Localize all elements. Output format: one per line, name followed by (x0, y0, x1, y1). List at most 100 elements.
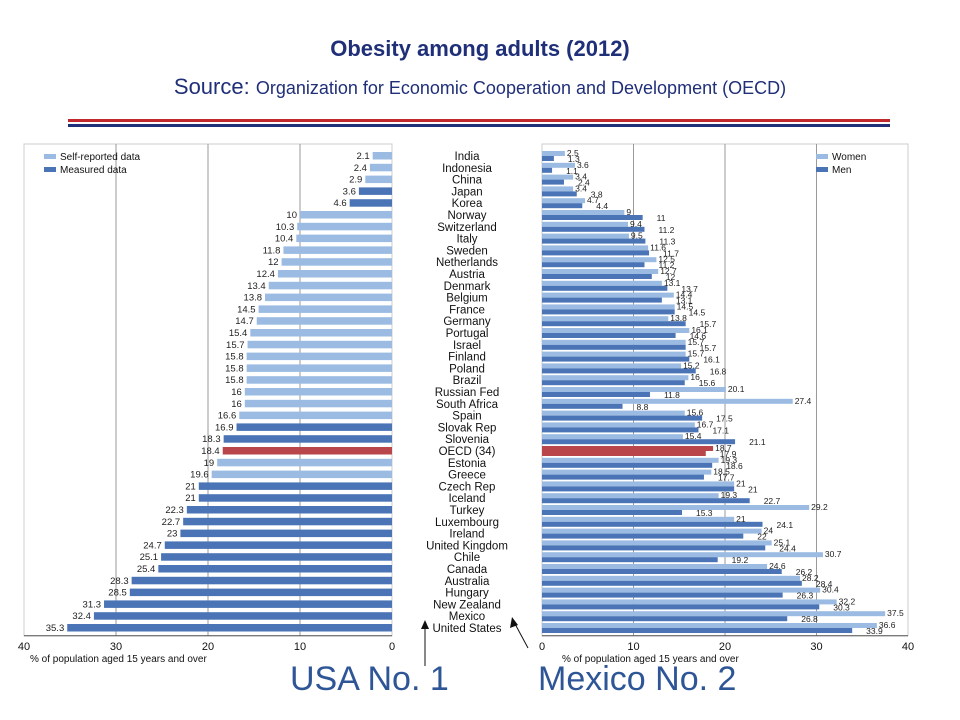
women-bar (542, 269, 659, 274)
women-bar (542, 375, 689, 381)
women-bar-label: 21 (736, 514, 746, 524)
country-label: Slovak Rep (438, 422, 497, 434)
left-bar (93, 612, 393, 620)
slide-subtitle: Source: Organization for Economic Cooper… (0, 74, 960, 100)
men-bar-label: 17.9 (720, 449, 737, 459)
women-bar (542, 410, 685, 416)
men-bar (542, 274, 652, 279)
women-bar-label: 15.2 (683, 360, 700, 370)
title-rule-red (68, 119, 890, 122)
left-bar-label: 15.7 (226, 340, 245, 351)
country-label: Slovenia (445, 434, 490, 446)
women-bar-label: 9.4 (630, 219, 642, 229)
men-bar-label: 21 (748, 484, 758, 494)
country-label: China (452, 175, 483, 187)
men-bar-label: 15.7 (700, 319, 717, 329)
men-bar (542, 557, 718, 563)
left-bar (349, 199, 392, 207)
men-bar (542, 191, 577, 197)
women-bar-label: 29.2 (811, 502, 828, 512)
men-bar-label: 11 (657, 213, 666, 223)
left-bar (180, 529, 392, 538)
left-bar-label: 15.4 (229, 328, 248, 339)
left-bar (198, 482, 392, 490)
slide-title: Obesity among adults (2012) (330, 36, 630, 61)
left-bar-label: 16 (231, 387, 242, 398)
legend-label-measured: Measured data (60, 165, 127, 176)
men-bar-label: 1.3 (568, 154, 580, 164)
women-bar (542, 316, 669, 322)
women-bar-label: 25.1 (774, 537, 791, 547)
left-bar-label: 16.6 (218, 411, 237, 422)
men-bar (542, 333, 676, 338)
subtitle-text: Organization for Economic Cooperation an… (255, 78, 787, 98)
women-bar-label: 14.4 (676, 290, 693, 300)
country-label: OECD (34) (439, 446, 496, 458)
left-bar-label: 18.4 (201, 446, 220, 457)
left-bar-label: 22.3 (165, 505, 184, 516)
legend-swatch-measured (44, 167, 56, 172)
men-bar (542, 510, 682, 515)
women-bar-label: 21 (736, 478, 746, 488)
subtitle-prefix: Source: (173, 74, 256, 99)
country-label: Portugal (446, 328, 489, 340)
left-bar-label: 10.3 (276, 222, 295, 233)
left-bar-label: 22.7 (162, 517, 181, 528)
women-bar (542, 186, 574, 192)
women-bar (542, 422, 695, 428)
left-bar (246, 352, 392, 361)
left-bar-label: 18.3 (202, 434, 221, 445)
country-label: Estonia (448, 458, 487, 470)
men-bar-label: 4.4 (596, 201, 608, 211)
women-bar (542, 198, 586, 204)
left-bar (246, 376, 392, 384)
left-bar-label: 25.4 (137, 564, 156, 575)
men-bar-label: 13.1 (676, 296, 693, 306)
women-bar (542, 505, 810, 510)
left-bar-label: 28.5 (108, 588, 127, 599)
men-bar-label: 15.6 (699, 378, 716, 388)
country-label: Australia (445, 576, 490, 588)
left-bar-label: 15.8 (225, 352, 244, 363)
women-bar-label: 32.2 (839, 596, 856, 606)
country-label: Austria (449, 269, 485, 281)
women-bar (542, 304, 675, 310)
country-label: Ireland (449, 529, 484, 541)
left-bar-label: 15.8 (225, 375, 244, 386)
country-label: Germany (443, 316, 491, 328)
women-bar-label: 4.7 (587, 195, 599, 205)
callout-mexico: Mexico No. 2 (538, 660, 737, 698)
left-bar-label: 13.4 (247, 281, 266, 292)
country-label: United States (432, 623, 501, 635)
men-bar (542, 604, 820, 610)
men-bar-label: 11.8 (664, 390, 680, 400)
women-bar-label: 18.5 (713, 467, 730, 477)
callout-usa-arrowhead (421, 620, 429, 629)
women-bar-label: 9 (626, 207, 631, 217)
left-bar-label: 2.9 (349, 175, 362, 186)
title-rule-blue (68, 124, 890, 127)
right-x-tick: 10 (627, 641, 639, 653)
women-bar (542, 398, 793, 404)
left-bar-label: 32.4 (72, 611, 91, 622)
left-bar-label: 10.4 (275, 234, 294, 245)
women-bar-label: 14.5 (677, 301, 694, 311)
men-bar-label: 13.7 (681, 284, 698, 294)
women-bar (542, 528, 762, 534)
left-bar (67, 624, 393, 632)
left-x-tick: 0 (389, 641, 395, 653)
women-bar-label: 3.4 (575, 183, 587, 193)
men-bar (542, 415, 703, 421)
left-bar (183, 517, 392, 526)
country-label: Hungary (445, 588, 489, 600)
men-bar (542, 285, 668, 291)
left-bar (246, 364, 392, 372)
women-bar (542, 233, 629, 239)
left-bar-label: 28.3 (110, 576, 129, 587)
men-bar-label: 26.3 (797, 591, 814, 601)
women-bar (542, 280, 662, 286)
men-bar-label: 26.8 (801, 614, 818, 624)
left-bar-label: 25.1 (140, 552, 159, 563)
men-bar (542, 156, 554, 161)
right-x-tick: 30 (810, 641, 822, 653)
